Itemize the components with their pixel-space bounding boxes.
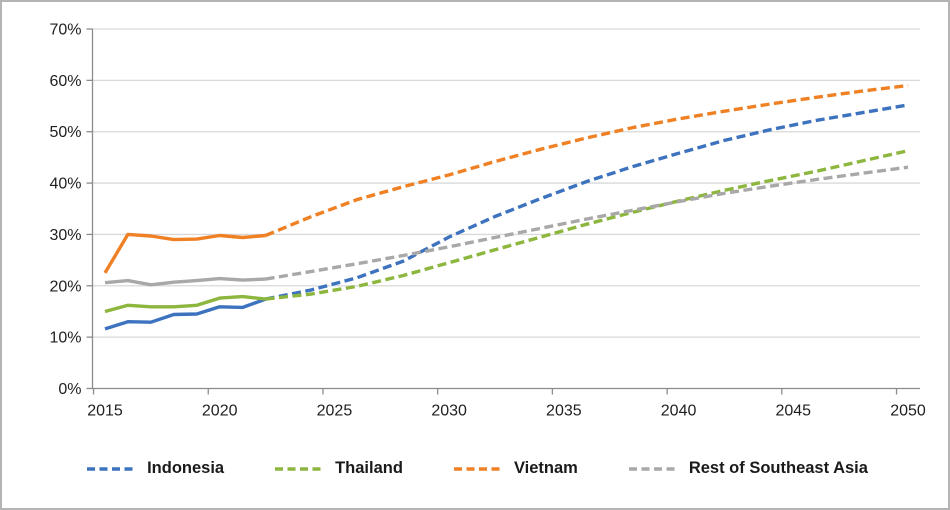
legend-item-rest-of-southeast-asia: Rest of Southeast Asia	[628, 459, 868, 478]
legend-label-rest-of-southeast-asia: Rest of Southeast Asia	[688, 459, 868, 477]
legend-dash-rest-of-southeast-asia-icon	[628, 466, 679, 471]
legend-dash-vietnam-icon	[453, 466, 504, 471]
series-historical-line-vietnam	[103, 232, 266, 274]
y-tick-label: 60%	[49, 73, 81, 90]
series-projected-line-rest-of-southeast-asia	[265, 165, 909, 281]
y-tick-label: 50%	[49, 124, 81, 141]
y-tick-label: 0%	[58, 381, 81, 398]
x-tick-label: 2045	[775, 403, 811, 420]
legend-item-thailand: Thailand	[274, 459, 403, 478]
x-tick-label: 2015	[87, 403, 123, 420]
legend-label-vietnam: Vietnam	[513, 459, 578, 477]
y-tick-label: 30%	[49, 227, 81, 244]
legend-dash-indonesia-icon	[87, 466, 138, 471]
legend-label-thailand: Thailand	[335, 459, 403, 477]
x-tick-label: 2035	[546, 403, 582, 420]
series-projected-line-thailand	[265, 149, 909, 301]
x-tick-label: 2050	[890, 403, 926, 420]
series-projected-line-vietnam	[264, 83, 909, 238]
x-tick-label: 2020	[202, 403, 238, 420]
y-tick-label: 40%	[49, 176, 81, 193]
x-tick-label: 2025	[317, 403, 353, 420]
chart-svg: 0% 10% 20% 30% 40% 50% 60% 70% 2015 2020 2025 2030 2…	[49, 22, 926, 420]
legend-dash-thailand-icon	[275, 466, 326, 471]
legend-label-indonesia: Indonesia	[147, 459, 225, 477]
legend-item-indonesia: Indonesia	[86, 459, 224, 478]
y-tick-label: 20%	[49, 278, 81, 295]
series-historical-line-thailand	[104, 294, 266, 314]
series-projected-line-indonesia	[265, 103, 909, 301]
series-historical-line-indonesia	[104, 297, 267, 331]
y-tick-label: 70%	[49, 22, 81, 39]
x-tick-label: 2030	[431, 403, 467, 420]
y-tick-label: 10%	[49, 330, 81, 347]
series-historical-line-rest-of-southeast-asia	[104, 276, 266, 287]
chart-legend: Indonesia Thailand Vietnam Rest of South…	[2, 442, 948, 508]
legend-item-vietnam: Vietnam	[453, 459, 578, 478]
x-tick-label: 2040	[661, 403, 697, 420]
